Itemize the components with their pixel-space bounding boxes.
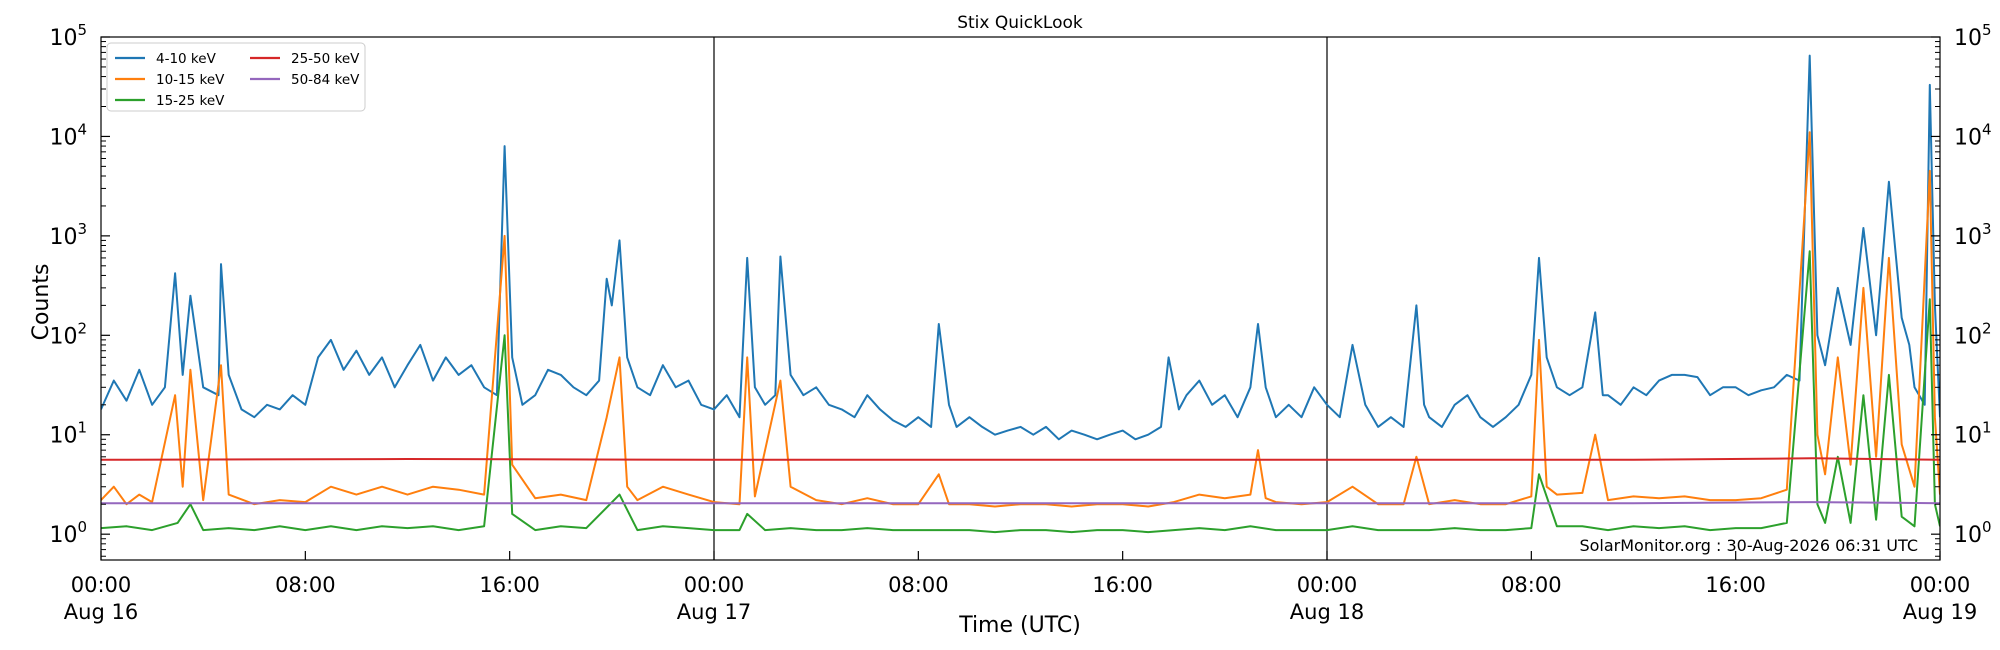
x-tick-date-label: Aug 19 <box>1903 600 1977 624</box>
series-line-15-25-kev <box>101 250 1940 534</box>
y-axis-label: Counts <box>29 264 54 341</box>
y-tick-label-right: 104 <box>1954 120 1992 150</box>
y-tick-label-left: 102 <box>49 319 87 349</box>
y-tick-label-left: 100 <box>49 518 87 548</box>
series-group <box>101 54 1940 534</box>
y-tick-exponent: 1 <box>1982 419 1992 437</box>
plot-frame <box>100 36 1941 561</box>
y-tick-exponent: 4 <box>1982 120 1992 138</box>
y-tick-label-left: 104 <box>49 120 87 150</box>
y-tick-exponent: 5 <box>1982 21 1992 39</box>
x-tick-time-label: 16:00 <box>479 573 540 597</box>
y-tick-exponent: 2 <box>77 319 87 337</box>
legend-label: 50-84 keV <box>291 72 360 88</box>
legend-label: 25-50 keV <box>291 51 360 67</box>
x-tick-time-label: 16:00 <box>1705 573 1766 597</box>
y-tick-exponent: 0 <box>1982 518 1992 536</box>
y-tick-label-left: 101 <box>49 419 87 449</box>
x-tick-time-label: 00:00 <box>1297 573 1358 597</box>
x-tick-time-label: 00:00 <box>1910 573 1971 597</box>
y-tick-exponent: 5 <box>77 21 87 39</box>
y-tick-exponent: 1 <box>77 419 87 437</box>
chart-title: Stix QuickLook <box>957 13 1083 33</box>
y-tick-label-right: 103 <box>1954 220 1992 250</box>
legend-box <box>106 42 366 112</box>
y-tick-label-left: 103 <box>49 220 87 250</box>
series-line-4-10-kev <box>101 54 1940 441</box>
y-tick-exponent: 0 <box>77 518 87 536</box>
legend-label: 4-10 keV <box>156 51 217 67</box>
legend-label: 10-15 keV <box>156 72 225 88</box>
x-tick-date-label: Aug 16 <box>64 600 138 624</box>
x-tick-time-label: 00:00 <box>71 573 132 597</box>
y-tick-exponent: 3 <box>77 220 87 238</box>
legend-label: 15-25 keV <box>156 93 225 109</box>
series-line-25-50-kev <box>101 457 1940 461</box>
x-tick-time-label: 08:00 <box>888 573 949 597</box>
y-tick-label-right: 102 <box>1954 319 1992 349</box>
series-line-10-15-kev <box>101 131 1940 508</box>
x-tick-date-label: Aug 18 <box>1290 600 1364 624</box>
y-tick-exponent: 4 <box>77 120 87 138</box>
y-tick-label-right: 105 <box>1954 21 1992 51</box>
y-tick-label-right: 101 <box>1954 419 1992 449</box>
y-tick-label-right: 100 <box>1954 518 1992 548</box>
x-tick-time-label: 08:00 <box>1501 573 1562 597</box>
credit-annotation: SolarMonitor.org : 30-Aug-2026 06:31 UTC <box>1579 536 1918 555</box>
x-tick-time-label: 00:00 <box>684 573 745 597</box>
x-tick-date-label: Aug 17 <box>677 600 751 624</box>
x-tick-time-label: 16:00 <box>1092 573 1153 597</box>
y-tick-exponent: 3 <box>1982 220 1992 238</box>
y-tick-exponent: 2 <box>1982 319 1992 337</box>
x-tick-time-label: 08:00 <box>275 573 336 597</box>
x-axis-label: Time (UTC) <box>958 613 1081 638</box>
series-line-50-84-kev <box>101 501 1940 505</box>
y-tick-label-left: 105 <box>49 21 87 51</box>
